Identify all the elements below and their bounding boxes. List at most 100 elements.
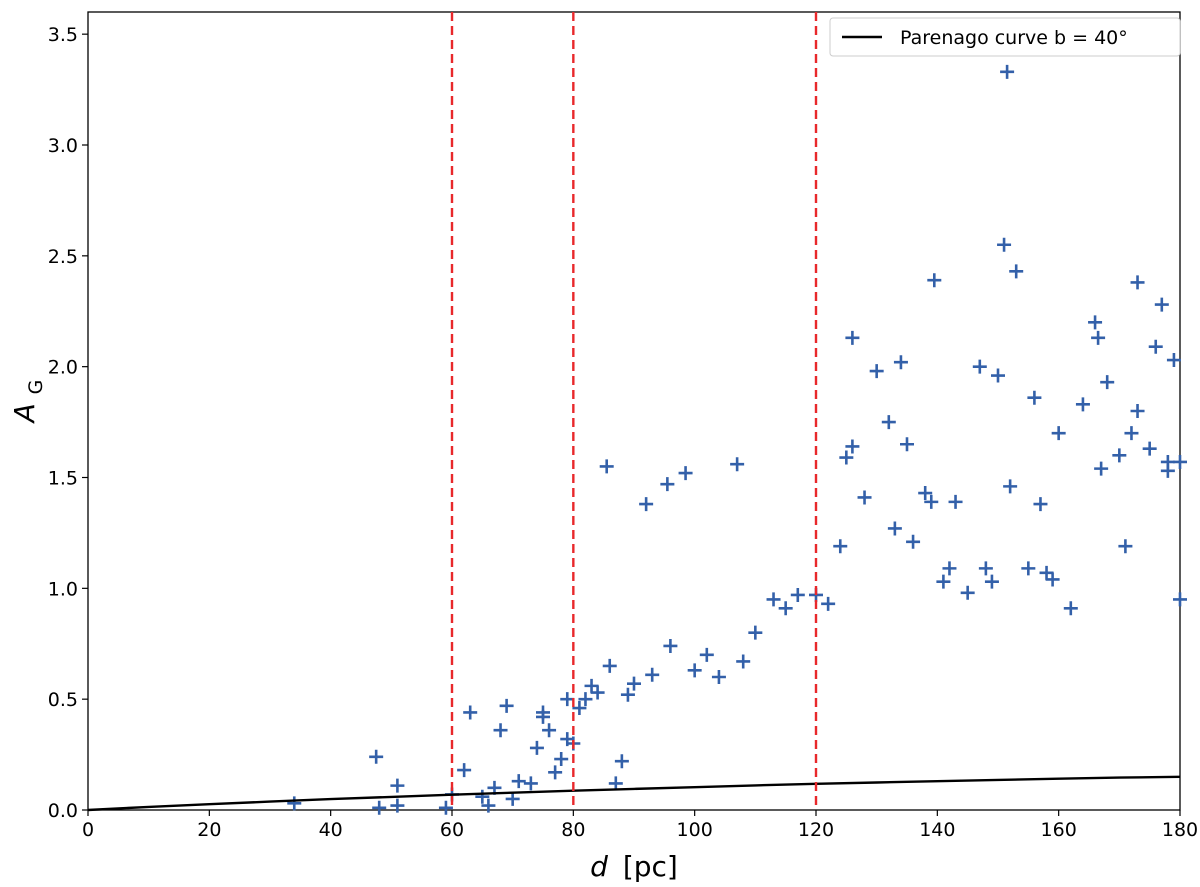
data-point [560,692,575,707]
data-point [960,585,975,600]
data-point [1000,64,1015,79]
data-point [1063,601,1078,616]
data-point [1130,275,1145,290]
scatter-points [287,64,1187,815]
data-point [1173,592,1187,607]
data-point [1003,479,1018,494]
data-point [372,800,387,815]
data-point [881,415,896,430]
data-point [1091,330,1106,345]
plot-frame [87,11,1181,811]
legend: Parenago curve b = 40° [829,17,1181,57]
data-point [1027,390,1042,405]
data-point [699,647,714,662]
x-tick-label: 160 [1041,819,1077,841]
data-point [369,749,384,764]
y-axis-subscript: G [25,380,47,395]
data-point [499,698,514,713]
data-point [924,494,939,509]
data-point [1051,426,1066,441]
y-tick-label: 1.0 [48,578,78,600]
x-axis: 0 20 40 60 80 100 120 140 160 180 [82,810,1198,841]
plot-area [87,11,1187,815]
y-tick-label: 1.5 [48,468,78,490]
data-point [475,789,490,804]
data-point [584,678,599,693]
data-point [1130,404,1145,418]
data-point [1160,463,1175,478]
x-tick-label: 20 [197,819,221,841]
data-point [390,778,405,793]
y-axis-label: A G [8,380,47,425]
y-tick-label: 0.0 [48,800,78,822]
data-point [869,364,884,379]
x-tick-label: 180 [1162,819,1198,841]
data-point [900,437,914,452]
data-point [821,596,836,611]
legend-entry: Parenago curve b = 40° [900,27,1128,49]
data-point [608,776,623,791]
x-tick-label: 40 [319,819,343,841]
data-point [590,685,605,700]
data-point [627,676,641,691]
data-point [1100,375,1115,390]
x-tick-label: 140 [919,819,955,841]
data-point [620,687,635,702]
data-point [748,625,763,640]
x-tick-label: 0 [82,819,94,841]
data-point [663,638,678,653]
data-point [511,774,526,789]
data-point [578,692,593,707]
parenago-curve-line [87,775,1181,812]
parenago-curve [87,775,1181,812]
y-axis-symbol: A [8,403,41,424]
data-point [1148,339,1163,354]
data-point [730,457,745,472]
data-point [906,534,921,549]
data-point [936,574,951,589]
data-point [523,776,538,791]
data-point [1039,565,1054,580]
x-axis-label: d [pc] [590,850,678,883]
y-tick-label: 0.5 [48,689,78,711]
data-point [1088,315,1103,330]
reference-lines [450,12,818,810]
data-point [972,359,987,374]
data-point [505,791,520,806]
data-point [1112,448,1127,463]
y-tick-label: 2.5 [48,246,78,268]
data-point [736,654,751,669]
data-point [1033,497,1048,512]
data-point [997,237,1012,252]
data-point [1075,397,1090,412]
data-point [887,521,902,536]
data-point [839,450,854,465]
data-point [948,494,963,509]
data-point [687,663,702,678]
data-point [927,273,942,288]
y-tick-label: 2.0 [48,357,78,379]
data-point [1154,297,1169,312]
data-point [438,800,453,815]
data-point [493,723,508,738]
data-point [1021,561,1036,576]
data-point [1045,572,1060,587]
data-point [639,497,654,512]
data-point [660,477,675,492]
data-point [678,466,693,481]
data-point [548,765,563,780]
data-point [942,561,957,576]
data-point [457,763,472,778]
data-point [1173,454,1187,469]
data-point [602,658,617,673]
legend-box [829,17,1181,57]
y-tick-label: 3.5 [48,24,78,46]
data-point [1166,353,1181,368]
x-tick-label: 100 [677,819,713,841]
x-tick-label: 60 [440,819,464,841]
data-point [918,486,933,501]
data-point [978,561,993,576]
data-point [893,355,908,370]
data-point [857,490,872,505]
